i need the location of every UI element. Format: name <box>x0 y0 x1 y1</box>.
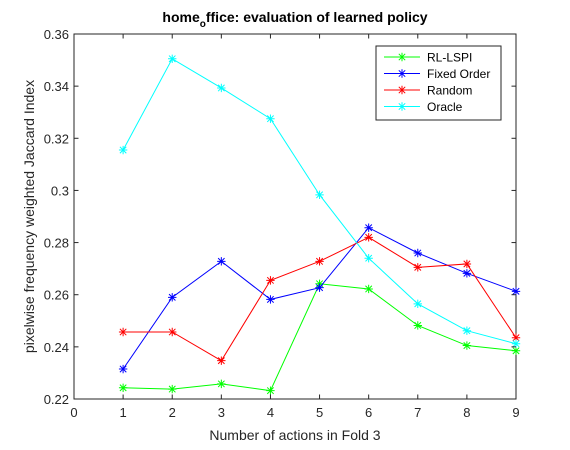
data-point-rl-lspi <box>462 341 472 350</box>
data-point-fixed-order <box>168 293 177 302</box>
y-tick-label: 0.24 <box>44 340 69 355</box>
x-tick-label: 2 <box>169 405 176 420</box>
x-tick-label: 4 <box>267 405 274 420</box>
data-point-rl-lspi <box>217 379 226 389</box>
chart-title-rest: ffice: evaluation of learned policy <box>206 9 428 25</box>
x-tick-label: 7 <box>414 405 421 420</box>
data-point-oracle <box>413 299 422 309</box>
series-oracle <box>118 54 521 348</box>
y-tick-label: 0.3 <box>51 183 69 198</box>
legend-box <box>375 45 502 121</box>
chart-title: homeoffice: evaluation of learned policy <box>162 9 427 30</box>
y-tick-label: 0.32 <box>44 131 69 146</box>
data-point-rl-lspi <box>118 383 128 392</box>
legend-marker <box>397 102 407 111</box>
y-tick-label: 0.34 <box>44 79 69 94</box>
series-random <box>118 233 521 365</box>
data-point-random <box>462 259 472 269</box>
data-point-random <box>315 257 324 266</box>
legend-label: Random <box>427 83 472 97</box>
data-point-oracle <box>168 54 177 63</box>
data-point-random <box>413 263 422 272</box>
legend-item-fixed-order: Fixed Order <box>384 67 490 81</box>
data-point-random <box>118 327 128 337</box>
legend-item-oracle: Oracle <box>384 100 463 114</box>
data-point-random <box>266 276 275 285</box>
legend-label: Oracle <box>427 100 463 114</box>
series-fixed-order <box>118 223 521 374</box>
data-point-oracle <box>364 254 373 263</box>
data-point-oracle <box>462 326 472 335</box>
data-point-fixed-order <box>511 287 521 296</box>
x-tick-label: 8 <box>463 405 470 420</box>
x-tick-label: 6 <box>365 405 372 420</box>
y-tick-label: 0.36 <box>44 27 69 42</box>
x-tick-label: 0 <box>70 405 77 420</box>
x-tick-label: 9 <box>512 405 519 420</box>
data-point-random <box>168 327 177 337</box>
data-point-oracle <box>511 339 521 348</box>
data-point-random <box>364 233 373 242</box>
data-point-fixed-order <box>364 223 373 232</box>
series-layer <box>118 54 521 395</box>
data-point-fixed-order <box>413 248 422 258</box>
x-axis-label: Number of actions in Fold 3 <box>209 427 380 443</box>
data-point-oracle <box>217 83 226 93</box>
data-point-oracle <box>266 114 275 123</box>
data-point-rl-lspi <box>413 321 422 330</box>
y-axis-label: pixelwise frequency weighted Jaccard Ind… <box>21 80 37 353</box>
legend-label: RL-LSPI <box>427 50 472 64</box>
y-tick-label: 0.26 <box>44 288 69 303</box>
x-tick-label: 3 <box>218 405 225 420</box>
data-point-random <box>217 356 226 365</box>
legend-item-rl-lspi: RL-LSPI <box>384 50 472 64</box>
data-point-rl-lspi <box>364 284 373 294</box>
legend-marker <box>397 52 407 62</box>
legend-label: Fixed Order <box>427 67 490 81</box>
data-point-random <box>511 333 521 342</box>
data-point-fixed-order <box>462 269 472 278</box>
chart-title-main: home <box>162 9 200 25</box>
data-point-fixed-order <box>118 364 128 374</box>
data-point-rl-lspi <box>266 386 275 395</box>
legend-item-random: Random <box>384 83 472 97</box>
y-tick-label: 0.22 <box>44 392 69 407</box>
data-point-fixed-order <box>315 283 324 292</box>
legend-marker <box>397 69 407 78</box>
x-tick-label: 5 <box>316 405 323 420</box>
tick-layer: 0 1 2 3 4 5 6 7 8 9 0.22 0.24 0.26 0.28 0.3 0.32 0.34 0.3… <box>44 27 520 420</box>
chart-title-subscript: o <box>200 19 206 30</box>
y-tick-label: 0.28 <box>44 236 69 251</box>
legend: RL-LSPI Fixed Order Random Oracle <box>375 45 502 121</box>
data-point-fixed-order <box>266 295 275 304</box>
data-point-fixed-order <box>217 257 226 266</box>
data-point-rl-lspi <box>511 346 521 355</box>
data-point-oracle <box>315 190 324 200</box>
data-point-oracle <box>118 145 128 155</box>
legend-marker <box>397 85 407 95</box>
x-tick-label: 1 <box>119 405 126 420</box>
data-point-rl-lspi <box>168 384 177 394</box>
